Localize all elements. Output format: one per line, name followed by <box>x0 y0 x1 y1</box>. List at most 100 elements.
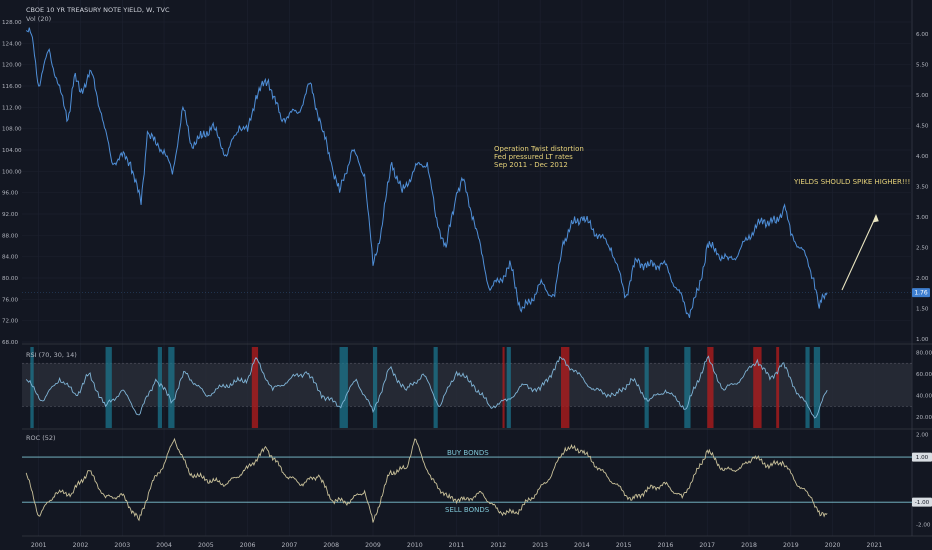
operation-twist-annotation-line3: Sep 2011 - Dec 2012 <box>494 161 568 169</box>
roc-pane-title: ROC (52) <box>26 434 56 442</box>
right-axis-tick-label: 4.50 <box>916 124 929 130</box>
left-axis-tick-label: 112.00 <box>2 105 22 111</box>
left-axis-tick-label: 104.00 <box>2 148 22 154</box>
left-axis-tick-label: 120.00 <box>2 63 22 69</box>
x-axis-tick-label: 2015 <box>616 542 632 549</box>
right-axis-tick-label: 3.00 <box>916 215 929 221</box>
last-price-badge: 1.76 <box>912 288 930 298</box>
right-axis-tick-label: 1.50 <box>916 306 929 312</box>
yields-spike-annotation: YIELDS SHOULD SPIKE HIGHER!!! <box>793 178 910 186</box>
rsi-axis-tick-label: 40.00 <box>916 394 932 400</box>
left-axis-tick-label: 128.00 <box>2 20 22 26</box>
operation-twist-annotation-line2: Fed pressured LT rates <box>494 153 573 161</box>
right-axis-tick-label: 5.00 <box>916 93 929 99</box>
rsi-overbought-zone <box>753 347 762 428</box>
projection-arrow[interactable] <box>841 214 879 291</box>
x-axis-tick-label: 2017 <box>699 542 715 549</box>
x-axis-tick-label: 2018 <box>741 542 757 549</box>
rsi-overbought-zone <box>561 347 570 428</box>
chart-panes <box>22 27 912 523</box>
rsi-highlight-zones <box>22 347 912 428</box>
x-axis-tick-label: 2020 <box>825 542 841 549</box>
rsi-oversold-zone <box>372 347 378 428</box>
x-axis-tick-label: 2013 <box>532 542 548 549</box>
rsi-oversold-zone <box>157 347 162 428</box>
rsi-axis-tick-label: 80.00 <box>916 350 932 356</box>
rsi-overbought-zone <box>251 347 259 428</box>
left-axis-tick-label: 96.00 <box>2 191 18 197</box>
left-axis-tick-label: 100.00 <box>2 169 22 175</box>
rsi-overbought-zone <box>707 347 714 428</box>
left-axis-tick-label: 88.00 <box>2 233 18 239</box>
volume-indicator-label: Vol (20) <box>26 15 51 23</box>
x-axis-tick-label: 2021 <box>867 542 883 549</box>
yield-series-line <box>25 27 828 318</box>
left-axis-tick-label: 72.00 <box>2 319 18 325</box>
left-axis-tick-label: 124.00 <box>2 41 22 47</box>
right-axis-tick-label: 3.50 <box>916 185 929 191</box>
grid-lines <box>22 0 932 537</box>
roc-level-badge <box>912 497 932 507</box>
left-axis-tick-label: 108.00 <box>2 127 22 133</box>
x-axis-tick-label: 2010 <box>407 542 423 549</box>
rsi-oversold-zone <box>30 347 34 428</box>
right-axis-tick-label: 6.00 <box>916 32 929 38</box>
left-axis-tick-label: 76.00 <box>2 297 18 303</box>
x-axis-tick-label: 2009 <box>365 542 381 549</box>
x-axis-tick-label: 2019 <box>783 542 799 549</box>
rsi-oversold-zone <box>805 347 810 428</box>
buy-bonds-label: BUY BONDS <box>447 449 489 457</box>
x-axis-tick-label: 2007 <box>282 542 298 549</box>
last-price-badge-box <box>912 288 930 298</box>
roc-level-badge <box>912 452 932 462</box>
right-axis-tick-label: 1.00 <box>916 337 929 343</box>
x-axis-tick-label: 2002 <box>73 542 89 549</box>
left-axis-tick-label: 80.00 <box>2 276 18 282</box>
right-axis-tick-label: 5.50 <box>916 63 929 69</box>
rsi-oversold-zone <box>813 347 821 428</box>
roc-series-line <box>25 437 828 523</box>
axes: 2001 2002 2003 2004 2005 2006 2007 2008 2009 2010… <box>2 20 932 549</box>
last-price-badge-value: 1.76 <box>914 290 928 297</box>
right-axis-tick-label: 2.50 <box>916 246 929 252</box>
roc-axis-tick-label: -2.00 <box>916 523 931 529</box>
roc-axis-tick-label: 2.00 <box>916 433 929 439</box>
rsi-oversold-zone <box>339 347 348 428</box>
left-axis-tick-label: 84.00 <box>2 255 18 261</box>
left-axis-tick-label: 116.00 <box>2 84 22 90</box>
chart-title: CBOE 10 YR TREASURY NOTE YIELD, W, TVC <box>26 6 170 14</box>
rsi-overbought-zone <box>776 347 780 428</box>
rsi-series-line <box>25 355 828 419</box>
x-axis-tick-label: 2016 <box>658 542 674 549</box>
projection-arrow-shaft <box>841 215 877 291</box>
rsi-oversold-zone <box>105 347 112 428</box>
x-axis-tick-label: 2005 <box>198 542 214 549</box>
rsi-axis-tick-label: 20.00 <box>916 415 932 421</box>
right-axis-tick-label: 2.00 <box>916 276 929 282</box>
rsi-axis-tick-label: 60.00 <box>916 372 932 378</box>
right-axis-tick-label: 4.00 <box>916 154 929 160</box>
rsi-oversold-zone <box>433 347 438 428</box>
left-axis-tick-label: 92.00 <box>2 212 18 218</box>
roc-level-badge-label: -1.00 <box>915 500 930 506</box>
x-axis-tick-label: 2003 <box>114 542 130 549</box>
rsi-oversold-zone <box>644 347 649 428</box>
x-axis-tick-label: 2004 <box>156 542 172 549</box>
x-axis-tick-label: 2001 <box>31 542 47 549</box>
rsi-oversold-zone <box>168 347 175 428</box>
rsi-pane-title: RSI (70, 30, 14) <box>26 351 77 359</box>
x-axis-tick-label: 2008 <box>323 542 339 549</box>
x-axis-tick-label: 2011 <box>449 542 465 549</box>
rsi-oversold-zone <box>684 347 691 428</box>
projection-arrow-head <box>872 214 879 223</box>
roc-level-badge-label: 1.00 <box>916 455 929 461</box>
operation-twist-annotation-line1: Operation Twist distortion <box>494 145 584 153</box>
x-axis-tick-label: 2012 <box>490 542 506 549</box>
left-axis-tick-label: 68.00 <box>2 340 18 346</box>
rsi-oversold-zone <box>506 347 511 428</box>
sell-bonds-label: SELL BONDS <box>445 506 490 514</box>
x-axis-tick-label: 2014 <box>574 542 590 549</box>
rsi-overbought-zone <box>502 347 505 428</box>
